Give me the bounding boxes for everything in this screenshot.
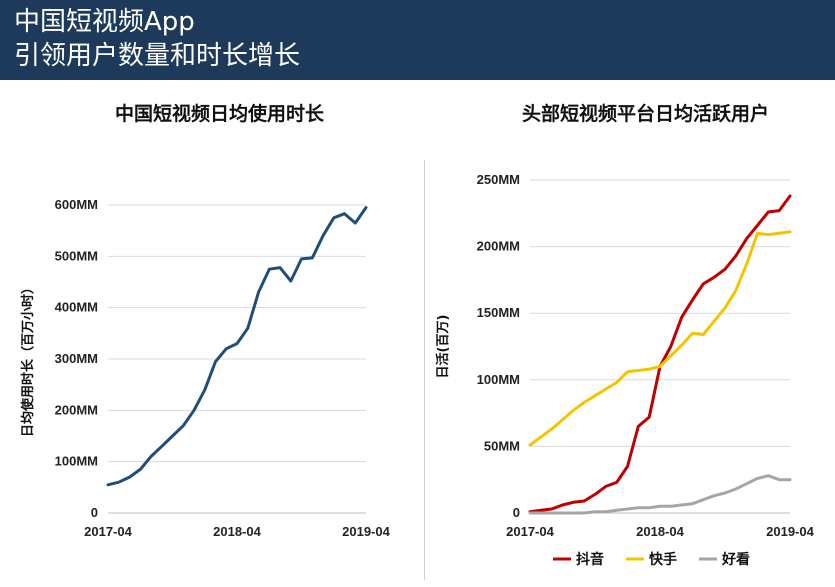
header-banner: 中国短视频App 引领用户数量和时长增长 (0, 0, 835, 80)
right-y-tick-label: 100MM (477, 372, 520, 387)
right-y-tick-label: 200MM (477, 239, 520, 254)
left-y-axis-title: 日均使用时长（百万小时） (20, 281, 36, 437)
left-y-tick-label: 600MM (55, 197, 98, 212)
right-series-line-0 (528, 194, 792, 514)
right-x-tick-label: 2017-04 (506, 524, 554, 539)
right-y-tick-label: 0 (513, 505, 520, 520)
left-x-tick-label: 2019-04 (342, 524, 390, 539)
right-x-tick-label: 2019-04 (766, 524, 814, 539)
left-x-tick-label: 2018-04 (213, 524, 261, 539)
right-y-tick-label: 50MM (484, 438, 520, 453)
left-chart-title: 中国短视频日均使用时长 (115, 103, 325, 125)
right-y-axis-title: 日活(百万) (435, 315, 451, 379)
right-chart-title: 头部短视频平台日均活跃用户 (522, 103, 770, 125)
header-title-line1: 中国短视频App (14, 7, 195, 37)
left-y-tick-label: 300MM (55, 351, 98, 366)
left-y-tick-label: 100MM (55, 454, 98, 469)
right-y-tick-label: 150MM (477, 305, 520, 320)
legend-label-1: 快手 (649, 551, 677, 568)
left-series-line-0 (106, 206, 368, 487)
left-y-tick-label: 0 (91, 505, 98, 520)
left-y-tick-label: 400MM (55, 300, 98, 315)
panel-divider (424, 160, 425, 580)
legend-label-2: 好看 (721, 551, 750, 568)
right-x-tick-label: 2018-04 (636, 524, 684, 539)
header-title-line2: 引领用户数量和时长增长 (14, 41, 301, 71)
left-y-tick-label: 500MM (55, 248, 98, 263)
left-x-tick-label: 2017-04 (84, 524, 132, 539)
right-y-tick-label: 250MM (477, 172, 520, 187)
legend-label-0: 抖音 (576, 551, 604, 568)
left-y-tick-label: 200MM (55, 402, 98, 417)
right-series-line-1 (528, 230, 792, 447)
right-series-line-2 (528, 474, 792, 515)
